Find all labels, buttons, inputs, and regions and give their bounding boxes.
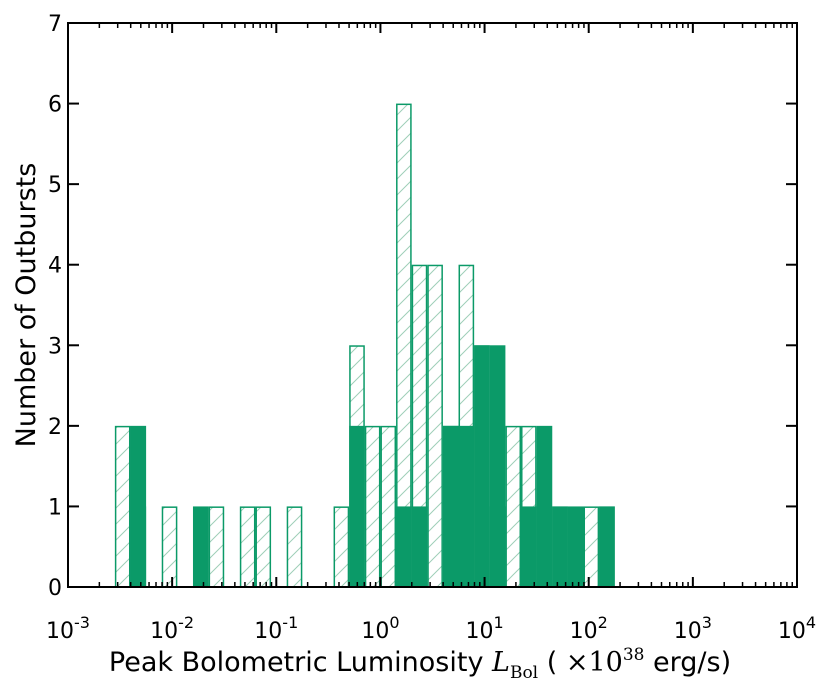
histogram-bar-filled bbox=[442, 425, 459, 587]
histogram-bar-filled bbox=[489, 345, 506, 587]
x-tick-label-base: 10 bbox=[465, 619, 493, 644]
histogram-bar-filled bbox=[396, 506, 412, 587]
histogram-bar-filled bbox=[349, 425, 365, 587]
histogram-bar-hatched bbox=[333, 506, 350, 588]
histogram-bar-hatched bbox=[583, 506, 600, 588]
x-tick-label: 10-2 bbox=[150, 613, 194, 644]
x-axis-label-exponent: 38 bbox=[623, 645, 645, 665]
y-axis-label: Number of Outbursts bbox=[11, 163, 42, 448]
x-tick-label-exponent: 3 bbox=[702, 613, 712, 632]
x-tick-label-exponent: 0 bbox=[389, 613, 399, 632]
x-axis-label-times: × bbox=[566, 647, 589, 678]
y-tick-label: 3 bbox=[48, 334, 62, 359]
x-axis-label-base: 10 bbox=[588, 647, 622, 678]
y-tick-label: 6 bbox=[48, 93, 62, 118]
bars-group bbox=[114, 103, 615, 588]
histogram-bar-hatched bbox=[505, 425, 522, 588]
x-tick-label-exponent: -1 bbox=[282, 613, 298, 632]
histogram-bar-filled bbox=[411, 506, 428, 587]
histogram-bar-filled bbox=[536, 425, 553, 587]
x-tick-label-base: 10 bbox=[778, 619, 806, 644]
x-tick-label: 10-1 bbox=[254, 613, 298, 644]
y-tick-label: 1 bbox=[48, 495, 62, 520]
x-tick-label-exponent: 2 bbox=[598, 613, 608, 632]
histogram-bar-hatched bbox=[427, 264, 443, 588]
x-tick-label-exponent: -3 bbox=[74, 613, 90, 632]
x-tick-label-base: 10 bbox=[254, 619, 282, 644]
y-tick-label: 0 bbox=[48, 576, 62, 601]
histogram-bar-hatched bbox=[161, 506, 178, 588]
x-axis-label-symbol: L bbox=[491, 647, 510, 678]
x-tick-label-exponent: -2 bbox=[178, 613, 194, 632]
histogram-bar-filled bbox=[192, 506, 209, 587]
histogram-bar-filled bbox=[521, 506, 537, 587]
histogram-bar-hatched bbox=[286, 506, 303, 588]
x-tick-label-base: 10 bbox=[570, 619, 598, 644]
x-axis-label-subscript: Bol bbox=[510, 663, 538, 683]
x-tick-label: 102 bbox=[570, 613, 608, 644]
x-tick-label: 103 bbox=[674, 613, 712, 644]
y-tick-label: 5 bbox=[48, 173, 62, 198]
histogram-bar-filled bbox=[552, 506, 568, 587]
x-axis-label-unit-open: ( bbox=[538, 647, 566, 678]
x-tick-label-exponent: 4 bbox=[806, 613, 816, 632]
x-tick-label-exponent: 1 bbox=[493, 613, 503, 632]
histogram-bar-filled bbox=[474, 345, 490, 587]
x-tick-label: 100 bbox=[361, 613, 399, 644]
x-tick-label-base: 10 bbox=[46, 619, 74, 644]
x-tick-label: 104 bbox=[778, 613, 816, 644]
x-axis-label: Peak Bolometric Luminosity LBol ( ×1038 … bbox=[109, 645, 731, 683]
histogram-bar-hatched bbox=[208, 506, 225, 588]
x-tick-label: 101 bbox=[465, 613, 503, 644]
histogram-bar-filled bbox=[567, 506, 584, 587]
histogram-bar-filled bbox=[458, 425, 475, 587]
y-tick-label: 4 bbox=[48, 254, 62, 279]
histogram-bar-hatched bbox=[364, 425, 381, 588]
histogram-bar-hatched bbox=[255, 506, 272, 588]
histogram-bar-hatched bbox=[380, 425, 397, 588]
x-tick-label-base: 10 bbox=[361, 619, 389, 644]
x-axis-label-unit-close: erg/s) bbox=[644, 647, 731, 678]
y-tick-label: 2 bbox=[48, 415, 62, 440]
x-axis-label-prefix: Peak Bolometric Luminosity bbox=[109, 647, 492, 678]
y-tick-label: 7 bbox=[48, 12, 62, 37]
x-tick-label: 10-3 bbox=[46, 613, 90, 644]
histogram-bar-hatched bbox=[239, 506, 256, 588]
histogram-bar-hatched bbox=[114, 425, 131, 588]
x-tick-label-base: 10 bbox=[674, 619, 702, 644]
plot-frame bbox=[67, 22, 798, 588]
histogram-bar-filled bbox=[599, 506, 615, 587]
histogram-bar-filled bbox=[130, 425, 147, 587]
x-tick-label-base: 10 bbox=[150, 619, 178, 644]
